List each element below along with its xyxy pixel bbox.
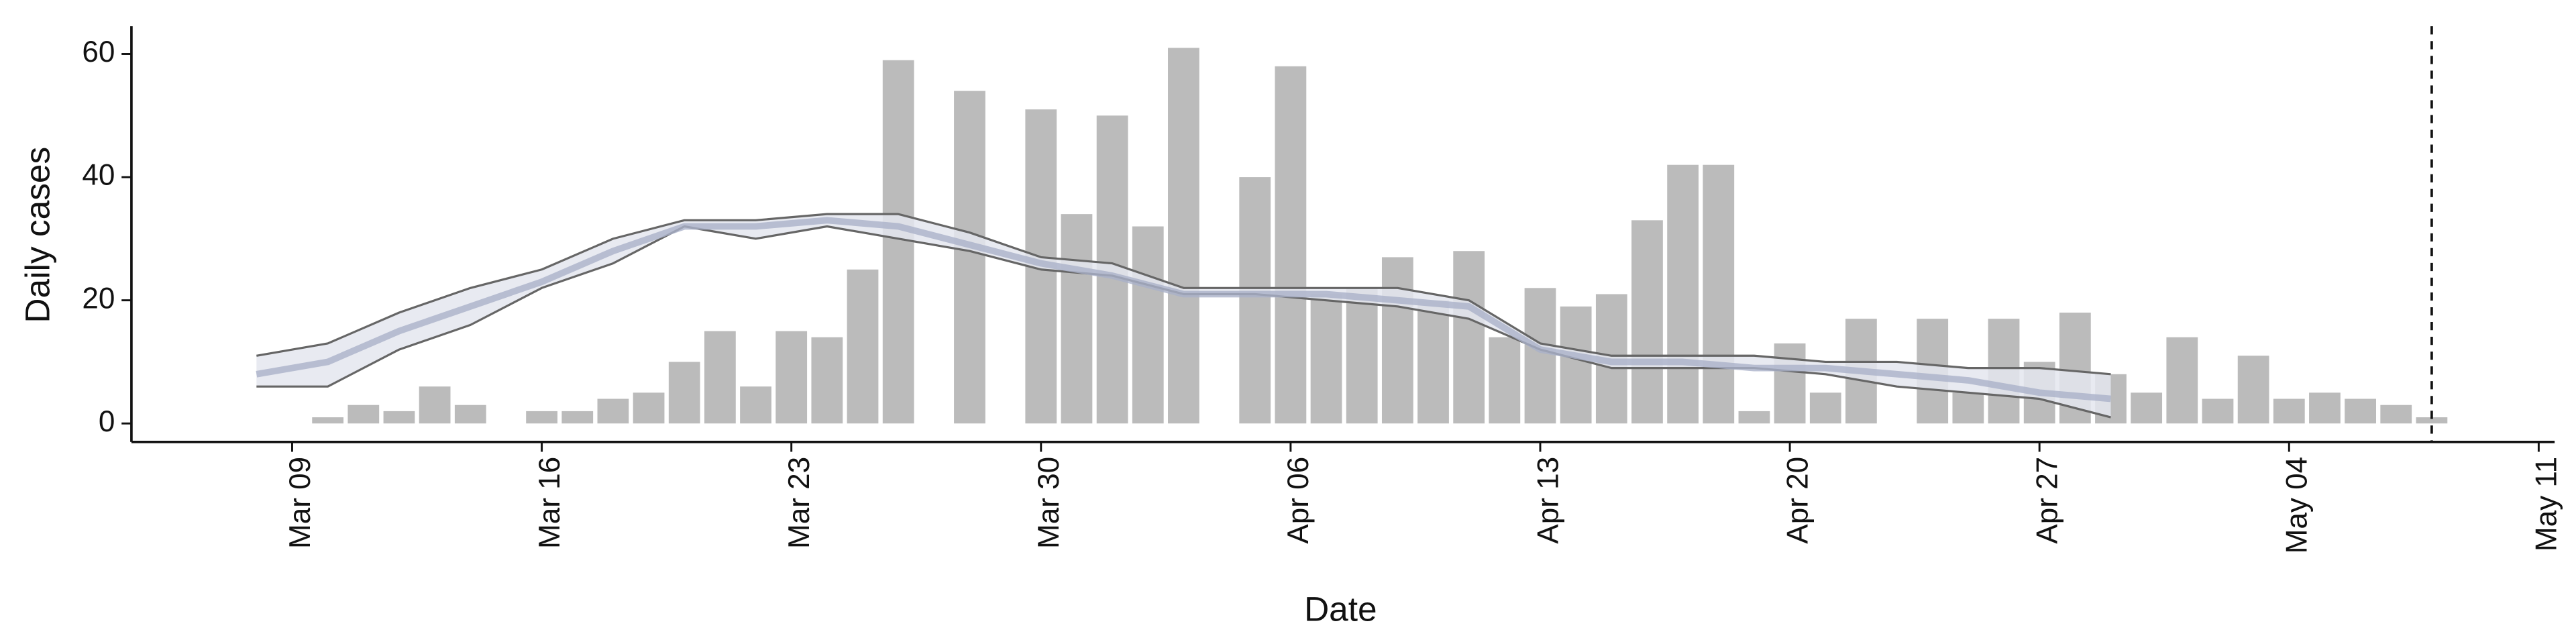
y-tick-label: 40 [82,159,115,192]
bar [882,60,914,424]
y-tick-label: 60 [82,36,115,68]
bar [775,331,808,424]
x-tick-label: Mar 30 [1032,457,1065,549]
bar [1489,337,1521,424]
line [256,217,2111,402]
x-tick-label: Apr 06 [1282,457,1315,544]
bar [1310,294,1342,424]
x-tick-label: Mar 16 [533,457,566,549]
bar [383,411,415,424]
bar [1417,300,1449,424]
bar [2166,337,2198,424]
bar [668,362,700,424]
y-axis-label: Daily cases [17,147,56,323]
bar [1667,164,1699,424]
bar [1809,392,1841,424]
bar [740,386,771,424]
bar [1381,257,1413,424]
y-tick-label: 0 [99,405,115,438]
bar [312,417,344,424]
bar [954,91,985,424]
bar [1560,306,1592,424]
x-tick-label: Apr 13 [1532,457,1564,544]
bar [561,411,594,424]
bar [526,411,557,424]
bar [1168,48,1199,424]
bar [704,331,736,424]
bar [347,405,380,424]
x-tick-label: Apr 27 [2031,457,2064,544]
bar [2345,398,2376,424]
x-tick-label: Apr 20 [1781,457,1814,544]
x-tick-label: Mar 23 [783,457,816,549]
bar [1061,214,1093,424]
bar [1952,392,1984,424]
bar [2202,398,2234,424]
bar [2131,392,2163,424]
band [256,214,2111,418]
bar [419,386,451,424]
bar [1239,177,1271,424]
line [256,213,2111,376]
bar [1524,288,1556,424]
bar [1738,411,1770,424]
bar [1132,226,1164,424]
bar [597,398,629,424]
x-tick-label: May 04 [2281,457,2314,554]
bar [811,337,843,424]
bar [454,405,486,424]
bar [847,269,879,424]
y-tick-label: 20 [82,282,115,315]
bar [1346,288,1378,424]
bar [2416,417,2448,424]
x-axis-label: Date [1304,590,1377,629]
bar [2309,392,2341,424]
bar [1774,343,1806,424]
x-tick-label: Mar 09 [284,457,317,549]
bar [2380,405,2412,424]
bar [1275,66,1307,424]
bar [1453,251,1485,424]
bar [2237,356,2269,424]
bar [1703,164,1735,424]
bar [633,392,665,424]
bar [1631,220,1663,424]
bar [2273,398,2305,424]
x-tick-label: May 11 [2530,457,2563,551]
